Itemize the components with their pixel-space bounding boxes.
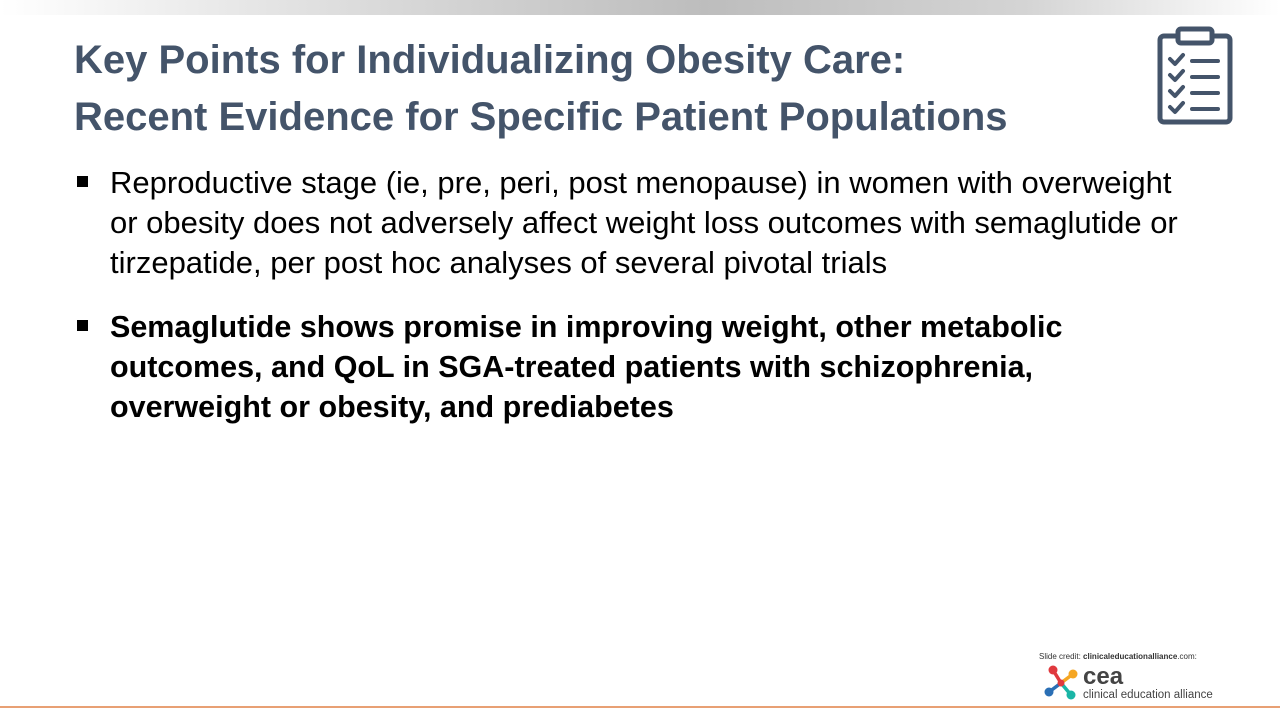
credit-suffix: .com: <box>1177 652 1197 661</box>
slide-title-line-2: Recent Evidence for Specific Patient Pop… <box>74 95 1008 139</box>
credit-site: clinicaleducationalliance <box>1083 652 1178 661</box>
bullet-item-semaglutide-sga: Semaglutide shows promise in improving w… <box>74 307 1184 427</box>
cea-logo-mark-icon <box>1044 665 1078 700</box>
square-bullet-icon <box>77 320 88 331</box>
slide-title-line-1: Key Points for Individualizing Obesity C… <box>74 38 906 82</box>
cea-logo: cea clinical education alliance <box>1042 664 1242 704</box>
bullet-list: Reproductive stage (ie, pre, peri, post … <box>74 163 1184 451</box>
logo-subtitle: clinical education alliance <box>1083 689 1213 701</box>
header-gradient-bar <box>0 0 1280 15</box>
footer-accent-line <box>0 706 1280 708</box>
bullet-item-reproductive-stage: Reproductive stage (ie, pre, peri, post … <box>74 163 1184 283</box>
credit-prefix: Slide credit: <box>1039 652 1084 661</box>
clipboard-checklist-icon <box>1157 26 1233 125</box>
slide-credit: Slide credit: clinicaleducationalliance.… <box>1039 652 1197 661</box>
square-bullet-icon <box>77 176 88 187</box>
bullet-text: Reproductive stage (ie, pre, peri, post … <box>110 165 1178 280</box>
logo-name: cea <box>1083 663 1124 690</box>
slide-title: Key Points for Individualizing Obesity C… <box>74 32 1134 146</box>
bullet-text: Semaglutide shows promise in improving w… <box>110 310 1063 424</box>
